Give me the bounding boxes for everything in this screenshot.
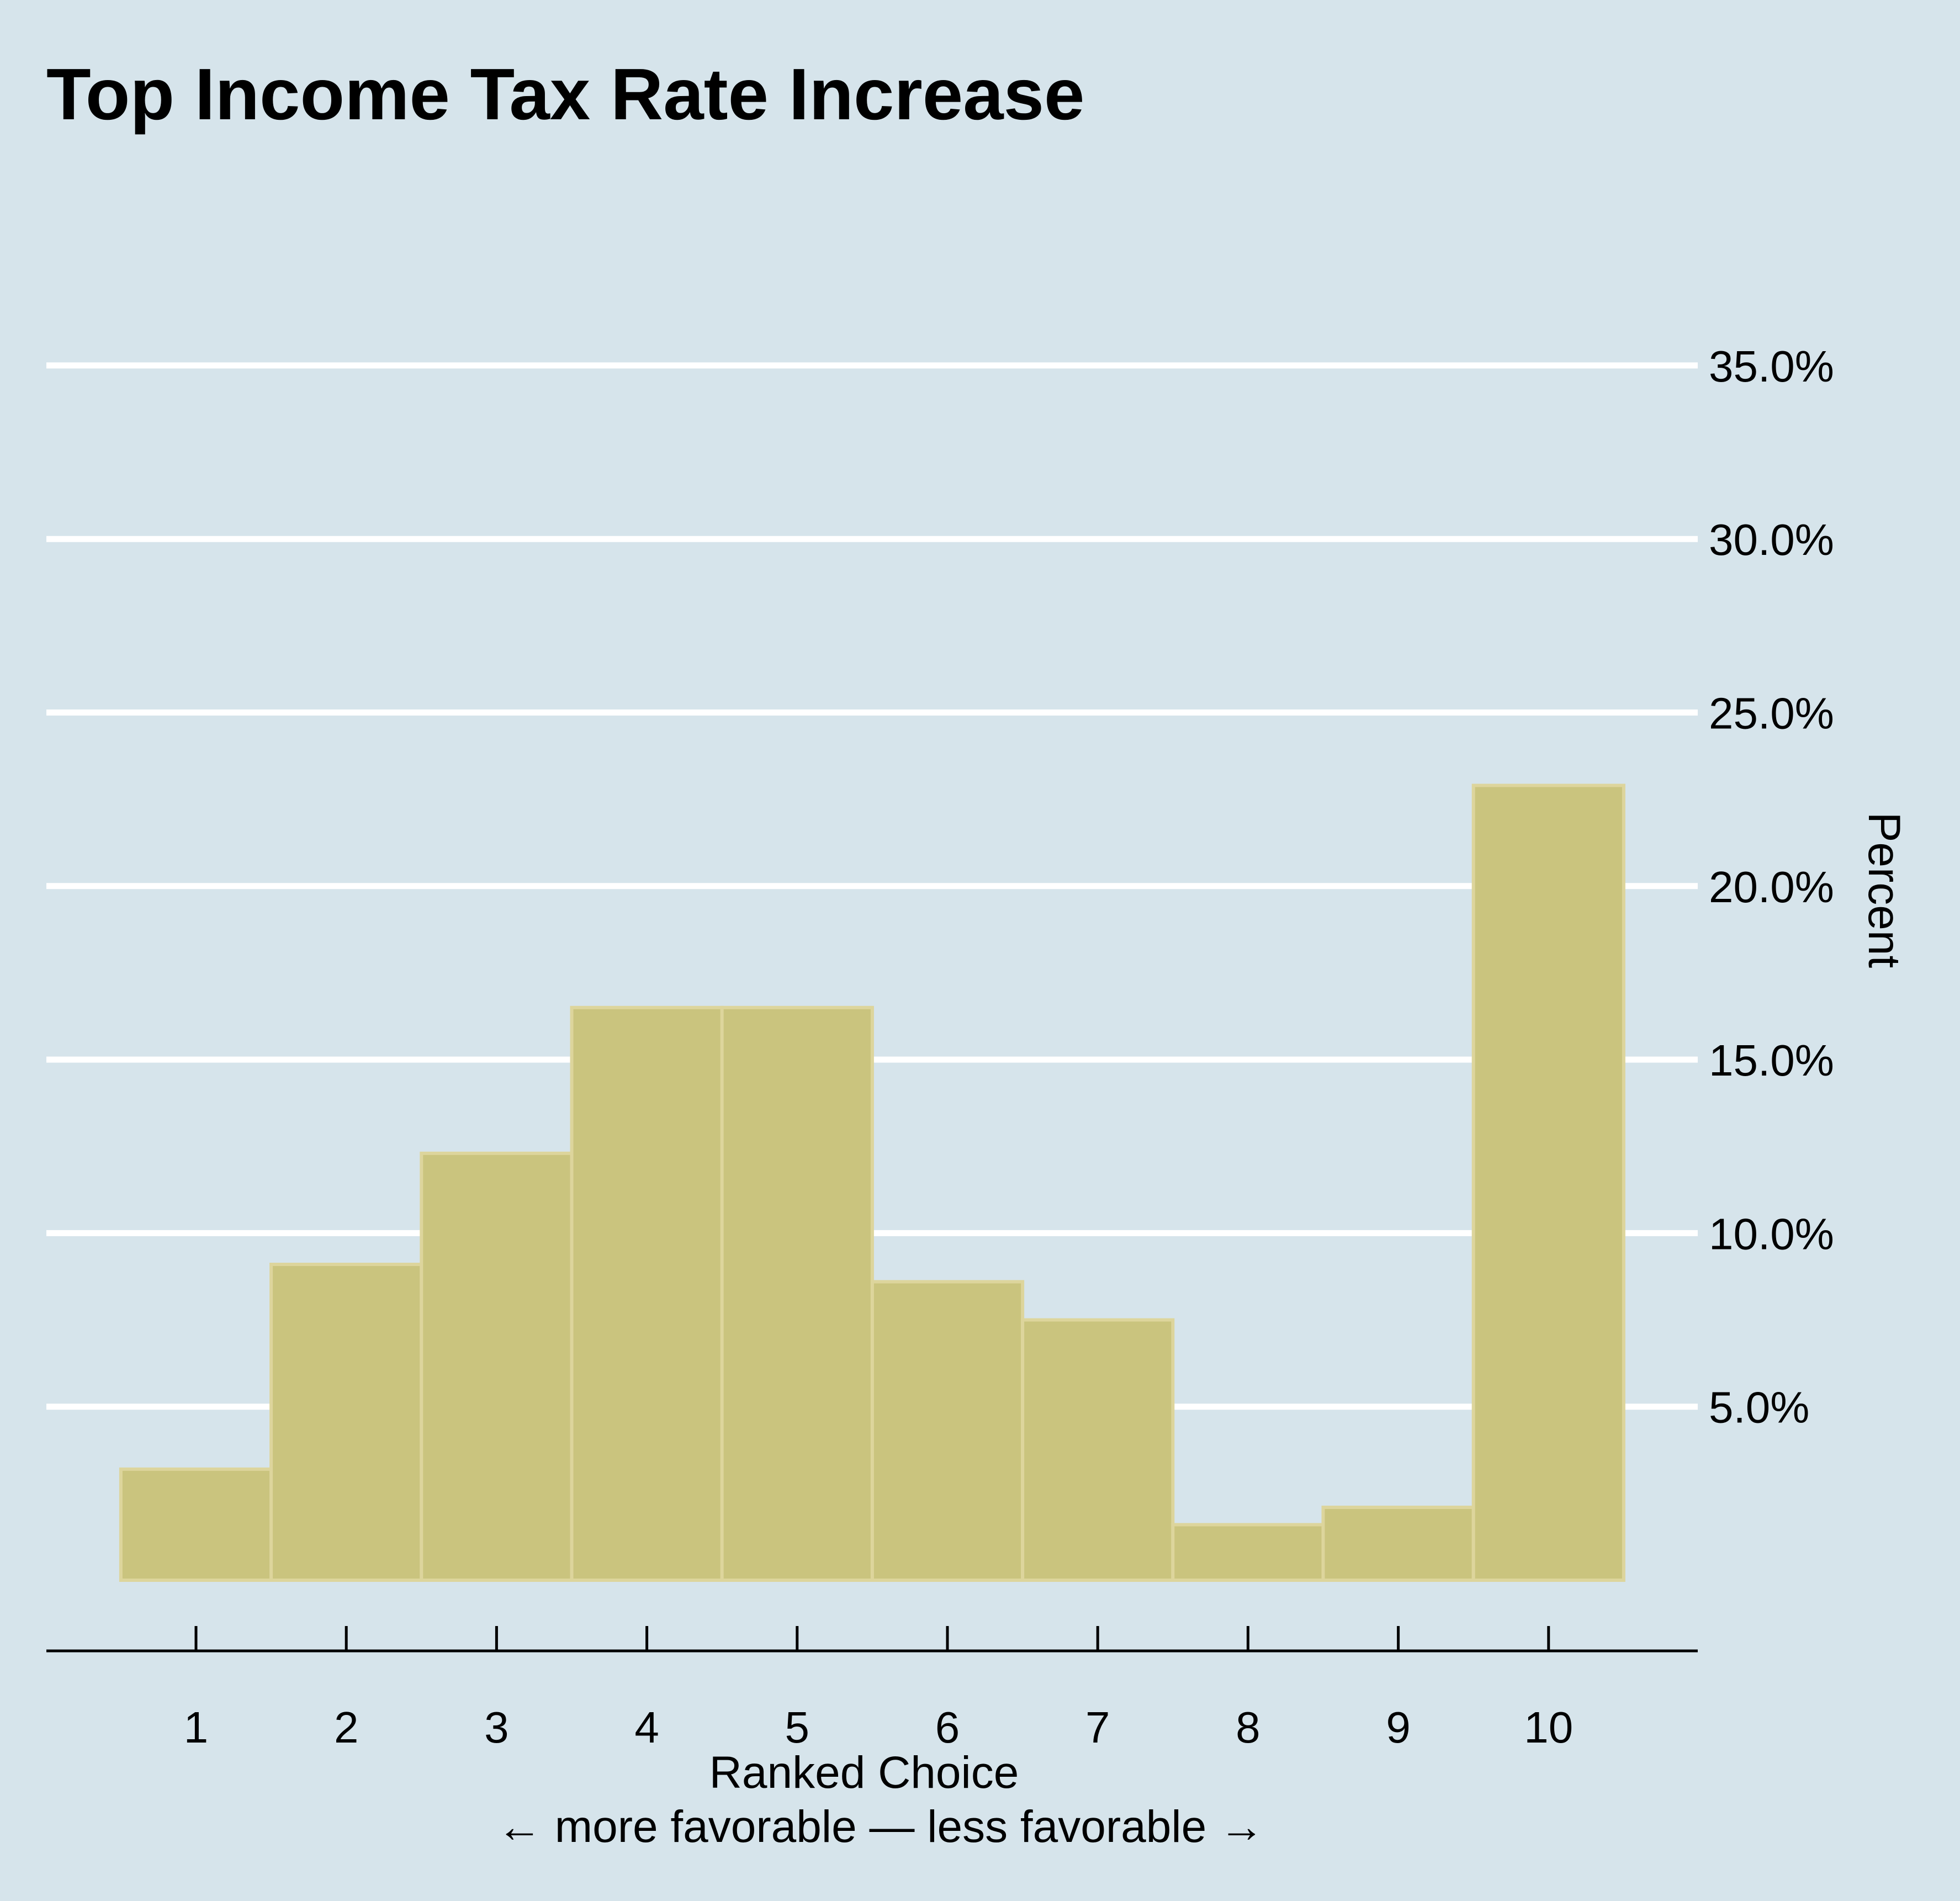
y-tick-label: 10.0%: [1709, 1209, 1834, 1258]
y-tick-label: 30.0%: [1709, 515, 1834, 564]
y-tick-label: 15.0%: [1709, 1036, 1834, 1085]
x-tick-label: 10: [1524, 1703, 1573, 1752]
y-tick-label: 25.0%: [1709, 689, 1834, 738]
bar-10: [1471, 783, 1625, 1582]
y-axis-tick-labels: 5.0% 10.0% 15.0% 20.0% 25.0% 30.0% 35.0%: [1709, 342, 1834, 1432]
x-tick-label: 5: [785, 1703, 810, 1752]
bar-7: [1021, 1318, 1175, 1582]
y-axis-title: Percent: [1859, 812, 1909, 968]
bar-1: [119, 1467, 273, 1582]
bar-4: [570, 1005, 724, 1582]
bar-6: [870, 1280, 1025, 1582]
x-axis-ticks: [194, 1626, 1550, 1651]
x-tick-label: 9: [1386, 1703, 1411, 1752]
chart-title: Top Income Tax Rate Increase: [46, 54, 1084, 135]
x-tick-label: 4: [634, 1703, 659, 1752]
bar-2: [269, 1262, 423, 1582]
y-tick-label: 20.0%: [1709, 862, 1834, 912]
y-tick-label: 35.0%: [1709, 342, 1834, 391]
x-tick-label: 2: [334, 1703, 359, 1752]
bars: [119, 783, 1625, 1582]
x-tick-label: 3: [484, 1703, 509, 1752]
bar-5: [720, 1005, 874, 1582]
x-tick-label: 8: [1236, 1703, 1260, 1752]
x-tick-label: 1: [184, 1703, 209, 1752]
x-axis-subtitle: ← more favorable — less favorable →: [497, 1802, 1264, 1852]
x-axis-title: Ranked Choice: [709, 1748, 1019, 1798]
x-axis-tick-labels: 1 2 3 4 5 6 7 8 9 10: [184, 1703, 1574, 1752]
x-tick-label: 7: [1085, 1703, 1110, 1752]
y-tick-label: 5.0%: [1709, 1383, 1809, 1432]
bar-9: [1321, 1505, 1475, 1582]
x-tick-label: 6: [935, 1703, 960, 1752]
bar-3: [420, 1151, 574, 1582]
bar-8: [1171, 1523, 1325, 1582]
